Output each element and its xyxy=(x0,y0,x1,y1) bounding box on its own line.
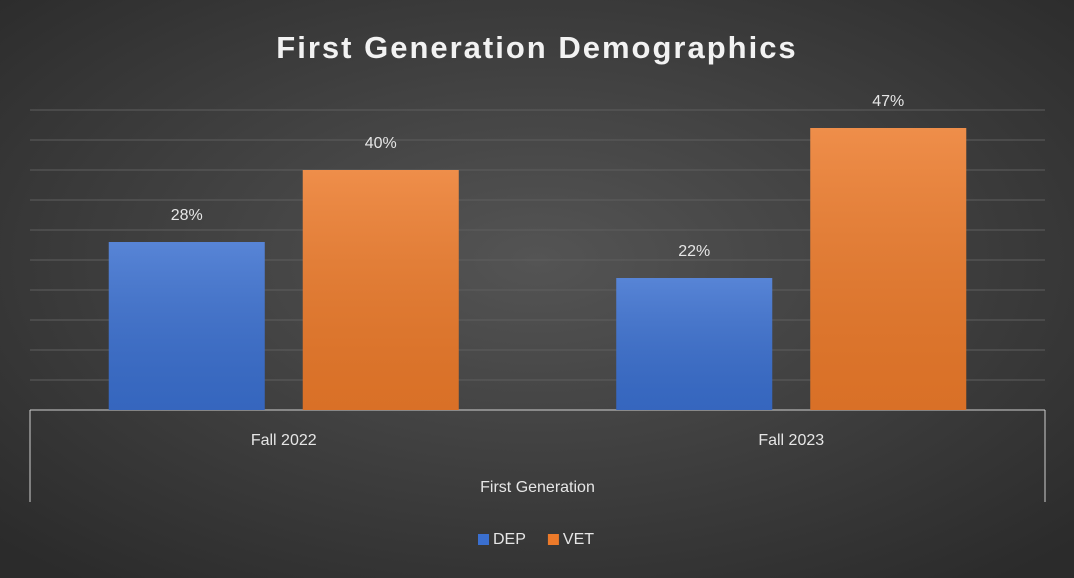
legend-label: VET xyxy=(563,531,594,548)
bar-shade xyxy=(302,170,459,410)
legend-label: DEP xyxy=(493,531,526,548)
x-tick-label: Fall 2022 xyxy=(251,432,317,449)
data-label: 28% xyxy=(171,207,203,224)
chart-title: First Generation Demographics xyxy=(276,30,797,65)
legend-swatch xyxy=(547,534,559,545)
bar-shade xyxy=(108,242,265,410)
legend-swatch xyxy=(478,534,489,545)
data-label: 22% xyxy=(678,243,710,260)
bar-shade xyxy=(810,128,967,410)
data-label: 40% xyxy=(365,135,397,152)
x-tick-label: Fall 2023 xyxy=(758,432,824,449)
group-label: First Generation xyxy=(480,479,595,496)
data-label: 47% xyxy=(872,93,904,110)
bar-shade xyxy=(616,278,773,410)
